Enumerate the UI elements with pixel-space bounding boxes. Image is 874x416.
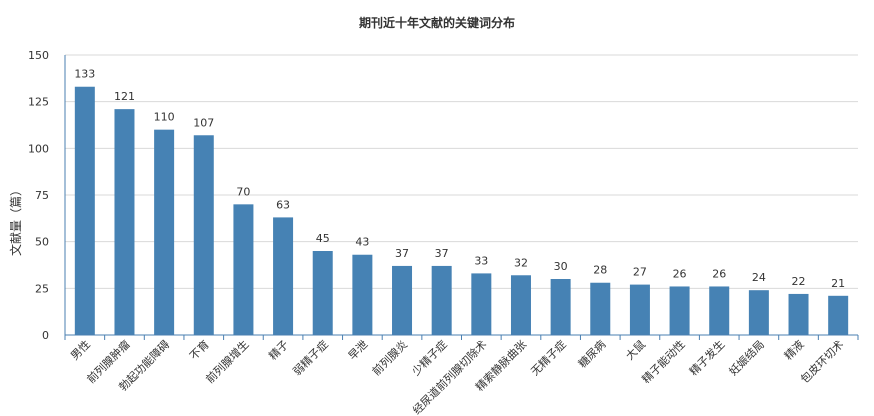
y-tick-label: 100 [28,142,49,155]
data-label: 33 [474,254,488,267]
bar [669,286,690,335]
x-category-label: 少精子症 [409,337,450,378]
x-category-label: 精子能动性 [639,337,688,386]
bar [828,295,849,335]
data-label: 107 [193,116,214,129]
data-label: 32 [514,256,528,269]
x-category-label: 妊娠结局 [726,337,767,378]
x-category-label: 不育 [186,337,211,362]
data-label: 28 [593,264,607,277]
x-category-label: 前列腺炎 [369,337,410,378]
bar [590,282,611,335]
bar [114,109,135,335]
bar [431,265,452,335]
bar [709,286,730,335]
y-axis-ticks: 0 25 50 75 100 125 150 [28,49,49,342]
bar [273,217,294,335]
x-category-label: 无精子症 [528,337,569,378]
x-category-label: 早泄 [346,338,371,363]
bars [74,86,849,335]
data-label: 70 [236,185,250,198]
x-category-label: 精子 [266,338,291,363]
chart-title: 期刊近十年文献的关键词分布 [359,15,515,30]
y-tick-label: 0 [42,329,49,342]
bar [74,86,95,335]
data-label: 26 [712,267,726,280]
y-tick-label: 25 [35,282,49,295]
data-label: 37 [395,247,409,260]
data-label: 133 [74,68,95,81]
x-category-label: 糖尿病 [575,337,608,370]
bar [629,284,650,335]
data-label: 63 [276,198,290,211]
data-label: 21 [831,277,845,290]
data-label: 121 [114,90,135,103]
x-category-label: 经尿道前列腺切除术 [410,337,490,416]
bar [471,273,492,335]
bar [748,290,769,335]
bar [788,293,809,335]
x-category-label: 弱精子症 [290,337,331,378]
bar [154,129,175,335]
data-label: 22 [792,275,806,288]
y-tick-label: 50 [35,236,49,249]
data-label: 43 [355,236,369,249]
x-category-label: 精子发生 [686,337,727,378]
y-tick-label: 150 [28,49,49,62]
data-label: 30 [554,260,568,273]
data-labels: 133 121 110 107 70 63 45 43 37 37 33 32 30 28 27 26 26 24… [74,68,845,290]
x-category-label: 包皮环切术 [798,338,846,386]
y-tick-label: 125 [28,96,49,109]
bar [352,254,373,335]
bar [312,251,333,335]
data-label: 45 [316,232,330,245]
y-axis-label: 文献量（篇） [8,184,23,256]
y-tick-label: 75 [35,189,49,202]
x-category-label: 男性 [67,337,92,362]
data-label: 26 [673,267,687,280]
data-label: 27 [633,266,647,279]
bar [392,265,413,335]
data-label: 110 [154,111,175,124]
bar [193,135,214,335]
x-category-label: 大鼠 [623,337,648,362]
gridlines [65,54,858,289]
data-label: 37 [435,247,449,260]
x-category-label: 精液 [781,337,806,362]
bar [510,275,531,335]
axes [64,55,859,340]
data-label: 24 [752,271,766,284]
bar [233,204,254,335]
bar [550,279,571,335]
x-category-label: 前列腺增生 [203,337,252,386]
